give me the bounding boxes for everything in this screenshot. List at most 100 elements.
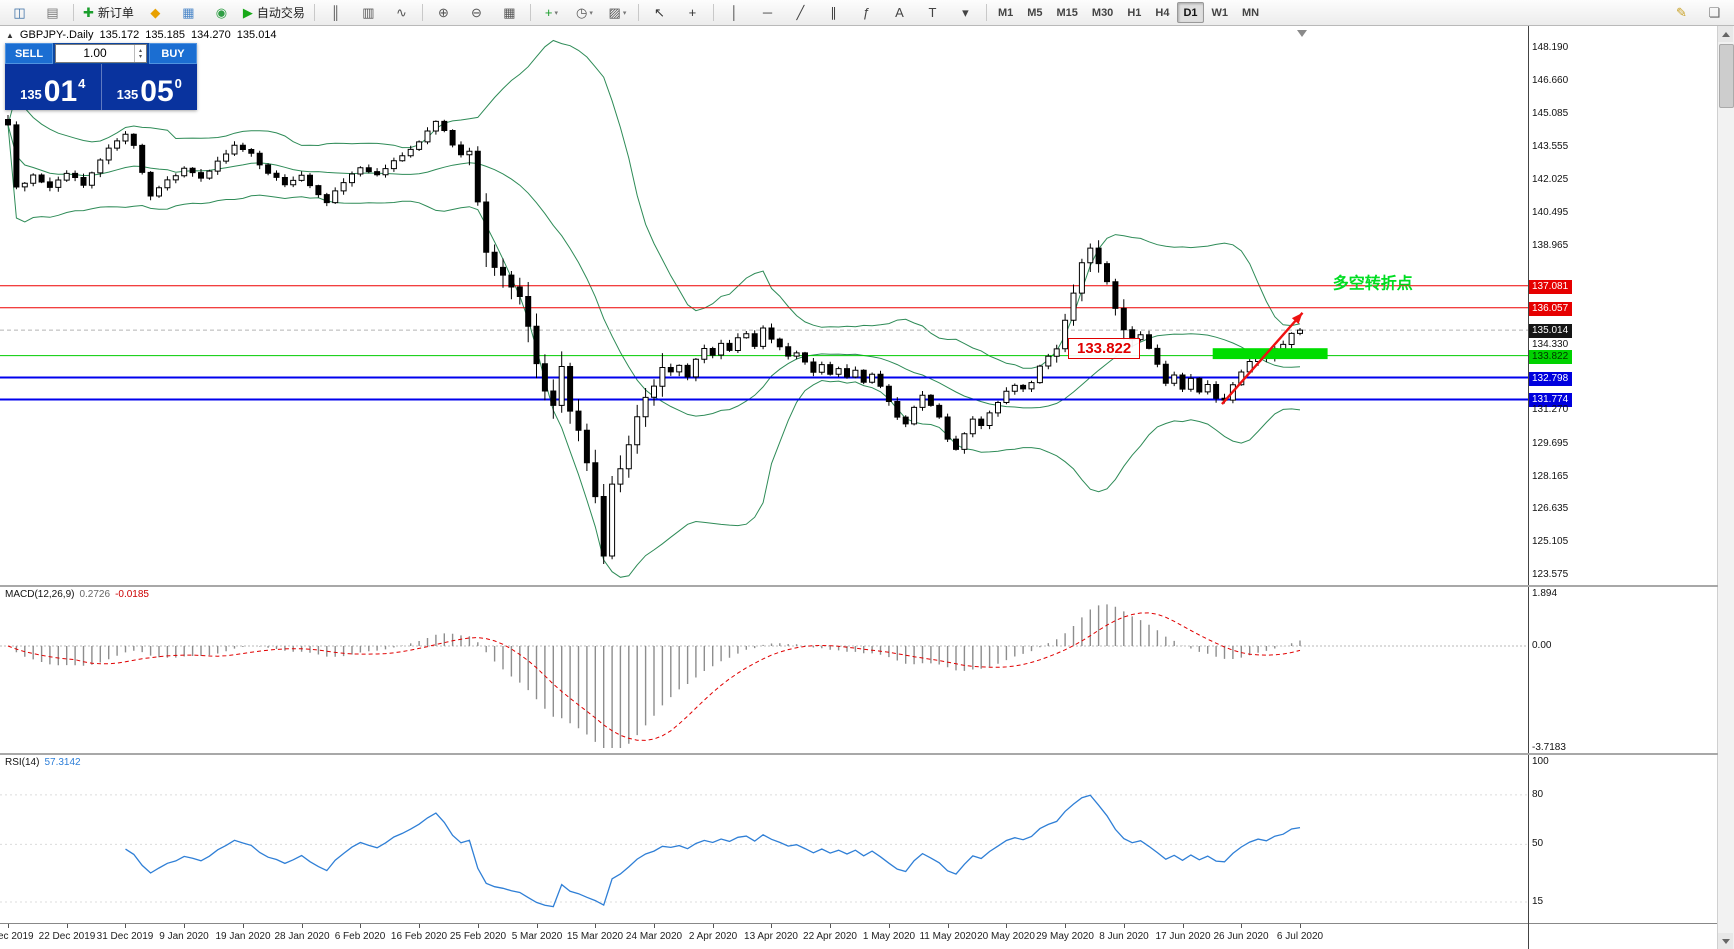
zoom-out-icon[interactable]: ⊖ <box>461 1 492 24</box>
time-tick <box>243 924 244 928</box>
time-tick <box>713 924 714 928</box>
rsi-indicator-pane[interactable]: RSI(14) 57.3142 100 80 50 15 <box>0 755 1718 923</box>
up-arrow-icon <box>1721 31 1730 37</box>
new-order-icon: ✚ <box>83 5 94 20</box>
collapse-trade-panel-icon[interactable]: ▲ <box>6 30 14 40</box>
toolbar-separator <box>73 4 74 21</box>
time-axis-label: 26 Jun 2020 <box>1213 931 1269 942</box>
rsi-value: 57.3142 <box>44 757 81 768</box>
bar-chart-icon-glyph: ║ <box>330 5 341 20</box>
profiles-icon[interactable]: ▤ <box>37 1 68 24</box>
sell-button[interactable]: SELL <box>5 43 53 64</box>
bar-chart-icon[interactable]: ║ <box>320 1 351 24</box>
price-chart-canvas[interactable]: 多空转折点 <box>0 26 1528 585</box>
line-chart-icon[interactable]: ∿ <box>386 1 417 24</box>
timeframe-mn-button[interactable]: MN <box>1242 6 1260 19</box>
timeframe-m15-button[interactable]: M15 <box>1056 6 1078 19</box>
market-watch-icon[interactable]: ▦ <box>173 1 204 24</box>
shapes-dropdown-icon-glyph: ▾ <box>962 5 969 20</box>
rsi-axis[interactable]: 100 80 50 15 <box>1529 755 1718 923</box>
shapes-dropdown-icon[interactable]: ▾ <box>950 1 981 24</box>
price-callout-label[interactable]: 133.822 <box>1068 338 1141 359</box>
macd-value: 0.2726 <box>79 589 111 600</box>
refresh-icon[interactable]: ◉ <box>206 1 237 24</box>
timeframe-h1-button[interactable]: H1 <box>1127 6 1142 19</box>
macd-canvas[interactable] <box>0 587 1528 753</box>
indicators-button[interactable]: + ▾ <box>536 1 567 24</box>
candlestick-chart-icon[interactable]: ▥ <box>353 1 384 24</box>
rsi-canvas[interactable] <box>0 755 1528 923</box>
horn-icon[interactable]: ◆ <box>140 1 171 24</box>
time-axis-label: 6 Jul 2020 <box>1276 931 1324 942</box>
time-axis-label: 17 Jun 2020 <box>1155 931 1211 942</box>
spinner-up-icon[interactable]: ▴ <box>138 47 142 54</box>
time-axis-label: 24 Mar 2020 <box>625 931 683 942</box>
timeframe-m1-button[interactable]: M1 <box>997 6 1014 19</box>
scrollbar-thumb[interactable] <box>1719 44 1734 108</box>
time-tick <box>948 924 949 928</box>
periods-button[interactable]: ◷ ▾ <box>569 1 600 24</box>
trendline-icon[interactable]: ╱ <box>785 1 816 24</box>
text-icon[interactable]: A <box>884 1 915 24</box>
timeframe-m30-button[interactable]: M30 <box>1091 6 1114 19</box>
support-zone-rectangle[interactable] <box>1212 348 1328 360</box>
price-chart-pane[interactable]: 多空转折点 ▲ GBPJPY-.Daily 135.172 135.185 13… <box>0 26 1718 585</box>
price-axis-label: 148.190 <box>1532 42 1569 53</box>
bullish-candles <box>21 120 1303 557</box>
macd-axis[interactable]: 1.894 0.00 -3.7183 <box>1529 587 1718 753</box>
template-button[interactable]: ▨ ▾ <box>602 1 633 24</box>
vertical-line-icon[interactable]: │ <box>719 1 750 24</box>
horizontal-line-icon[interactable]: ─ <box>752 1 783 24</box>
chart-window: 多空转折点 ▲ GBPJPY-.Daily 135.172 135.185 13… <box>0 26 1718 949</box>
price-axis-label: 131.270 <box>1532 404 1569 415</box>
time-axis-label: 13 Apr 2020 <box>744 931 798 942</box>
channel-icon[interactable]: ∥ <box>818 1 849 24</box>
time-tick <box>889 924 890 928</box>
new-chart-icon[interactable]: ◫ <box>4 1 35 24</box>
rsi-axis-label: 80 <box>1532 789 1544 800</box>
timeframe-d1-button[interactable]: D1 <box>1177 2 1204 23</box>
timeframe-w1-button[interactable]: W1 <box>1211 6 1229 19</box>
timeframe-h4-button[interactable]: H4 <box>1155 6 1170 19</box>
pencil-icon[interactable]: ✎ <box>1666 1 1697 24</box>
chart-shift-marker[interactable] <box>1297 30 1307 37</box>
macd-label: MACD(12,26,9) 0.2726 -0.0185 <box>5 589 149 600</box>
new-order-button[interactable]: ✚ 新订单 <box>79 1 138 24</box>
zoom-in-icon[interactable]: ⊕ <box>428 1 459 24</box>
crosshair-icon[interactable]: + <box>677 1 708 24</box>
buy-price-button[interactable]: 135 05 0 <box>100 64 198 110</box>
trend-arrow-line[interactable] <box>1221 312 1304 405</box>
time-tick <box>1183 924 1184 928</box>
volume-spinner[interactable]: ▴ ▾ <box>134 45 146 62</box>
price-axis-label: 128.165 <box>1532 471 1569 482</box>
time-tick <box>360 924 361 928</box>
buy-button[interactable]: BUY <box>149 43 197 64</box>
scroll-up-button[interactable] <box>1718 26 1733 42</box>
refresh-icon-glyph: ◉ <box>215 5 228 20</box>
vertical-scrollbar[interactable] <box>1717 26 1734 949</box>
window-icon[interactable]: ❏ <box>1699 1 1730 24</box>
window-icon-glyph: ❏ <box>1708 5 1721 20</box>
fibonacci-icon[interactable]: ƒ <box>851 1 882 24</box>
cursor-icon[interactable]: ↖ <box>644 1 675 24</box>
time-tick <box>771 924 772 928</box>
tile-windows-icon[interactable]: ▦ <box>494 1 525 24</box>
scroll-down-button[interactable] <box>1718 933 1733 949</box>
sell-price-button[interactable]: 135 01 4 <box>5 64 101 110</box>
quote-open-value: 135.172 <box>99 29 140 41</box>
channel-icon-glyph: ∥ <box>830 5 837 20</box>
market-watch-icon-glyph: ▦ <box>182 5 195 20</box>
spinner-down-icon[interactable]: ▾ <box>138 53 142 60</box>
macd-indicator-pane[interactable]: MACD(12,26,9) 0.2726 -0.0185 1.894 0.00 -3… <box>0 587 1718 753</box>
autotrading-button[interactable]: ▶ 自动交易 <box>239 1 309 24</box>
timeframe-m5-button[interactable]: M5 <box>1027 6 1043 19</box>
indicators-dropdown-icon: ▾ <box>554 9 558 17</box>
annotation-text[interactable]: 多空转折点 <box>1333 274 1413 293</box>
pane-splitter[interactable] <box>0 585 1718 587</box>
pane-splitter[interactable] <box>0 753 1718 755</box>
volume-input[interactable]: 1.00 ▴ ▾ <box>55 44 147 63</box>
axis-separator-line <box>1528 26 1529 949</box>
price-axis[interactable]: 148.190 146.660 145.085 143.555 142.025 140.4… <box>1529 26 1718 585</box>
label-icon[interactable]: T <box>917 1 948 24</box>
